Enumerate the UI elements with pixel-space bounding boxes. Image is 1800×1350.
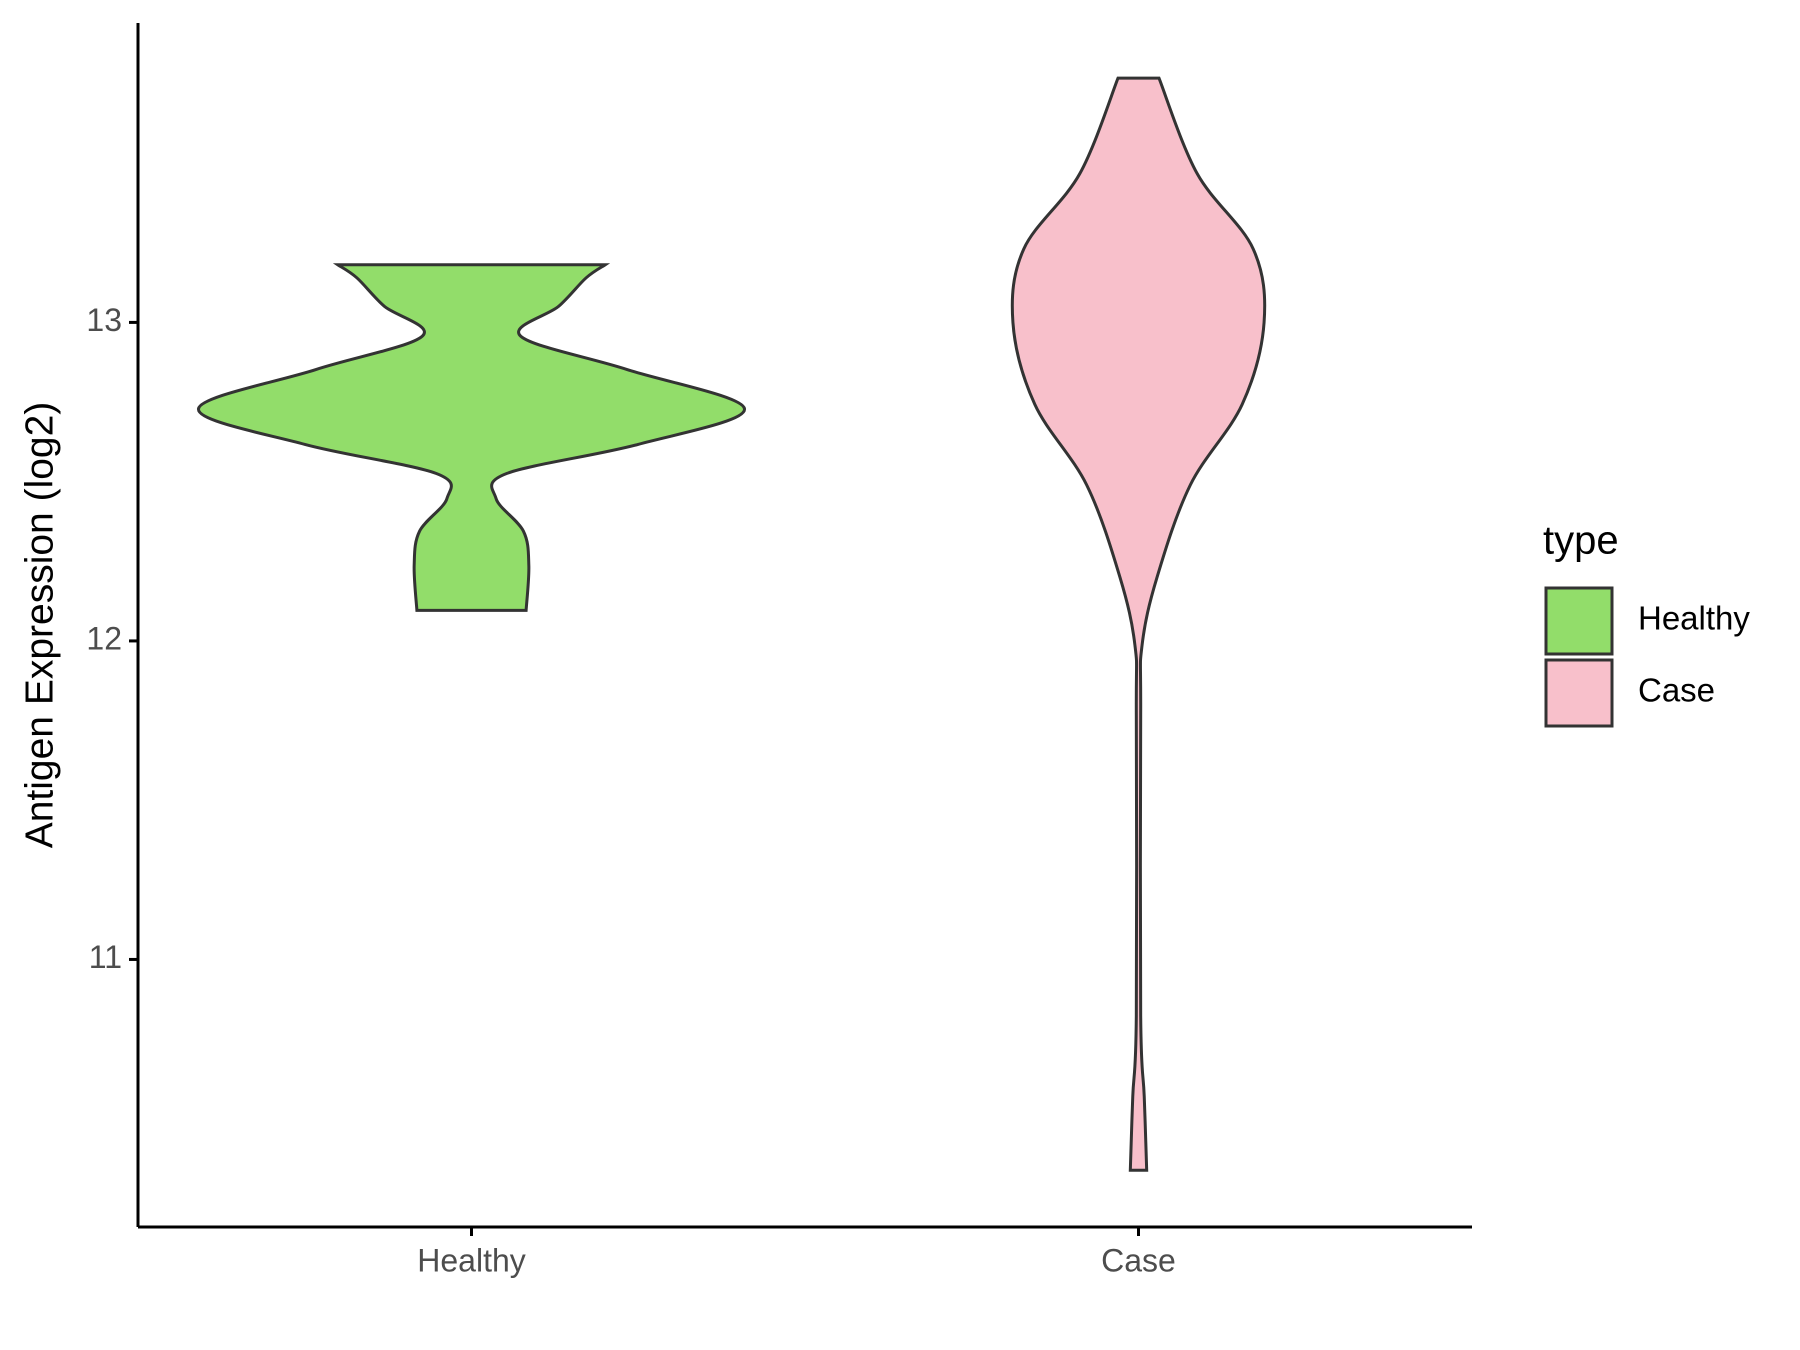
legend-label: Case	[1638, 672, 1715, 709]
y-tick-label: 11	[89, 939, 122, 975]
legend-swatch	[1544, 586, 1614, 656]
x-tick-label: Healthy	[417, 1242, 526, 1278]
x-tick-label: Case	[1101, 1242, 1176, 1278]
violin	[197, 263, 746, 612]
legend-label: Healthy	[1638, 600, 1750, 637]
y-axis-title: Antigen Expression (log2)	[18, 402, 61, 849]
violin	[1010, 76, 1267, 1172]
legend-swatch	[1544, 658, 1614, 728]
y-tick-label: 13	[86, 302, 122, 338]
y-tick-label: 12	[86, 620, 122, 656]
legend-title: type	[1543, 519, 1619, 563]
